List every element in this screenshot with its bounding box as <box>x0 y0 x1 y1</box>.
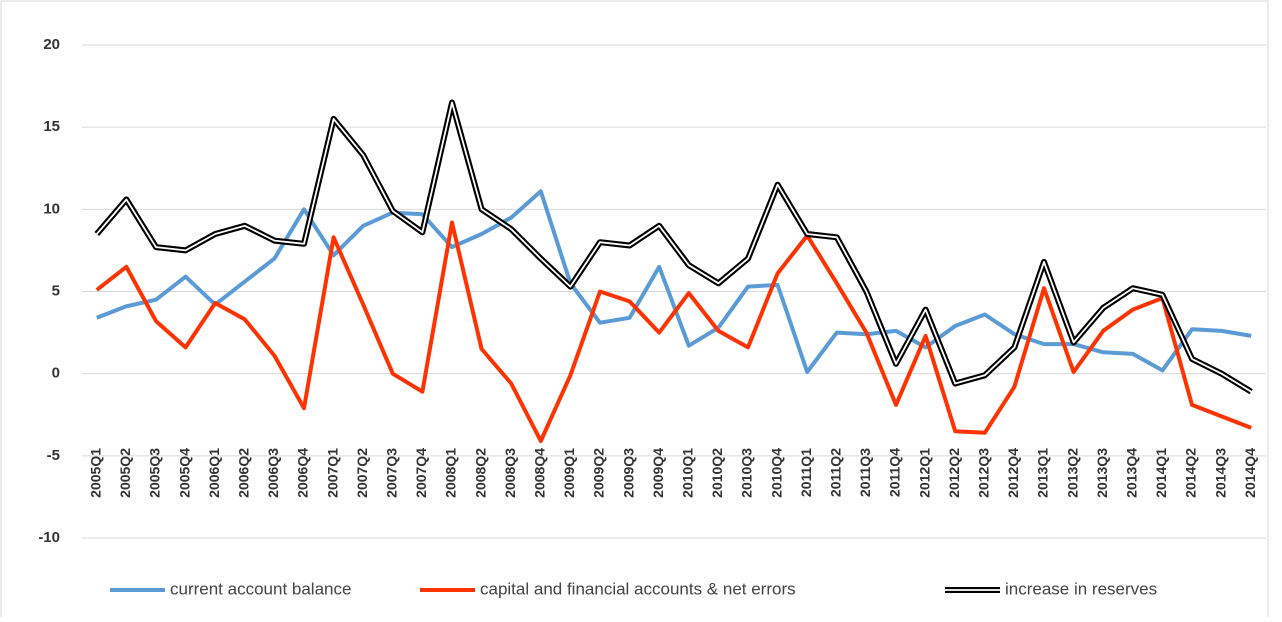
x-tick-label: 2008Q2 <box>472 448 488 498</box>
series-line <box>96 189 1252 374</box>
x-tick-label: 2009Q1 <box>561 448 577 498</box>
y-tick-label: 20 <box>43 36 60 53</box>
x-tick-label: 2013Q2 <box>1064 448 1080 498</box>
x-tick-label: 2013Q4 <box>1124 448 1140 498</box>
x-tick-label: 2005Q4 <box>176 448 192 498</box>
x-tick-label: 2011Q4 <box>887 448 903 497</box>
x-tick-label: 2009Q2 <box>591 448 607 498</box>
y-tick-label: 5 <box>52 282 60 299</box>
legend-label: capital and financial accounts & net err… <box>480 579 796 598</box>
x-tick-label: 2013Q1 <box>1035 448 1051 498</box>
x-tick-label: 2010Q3 <box>739 448 755 498</box>
x-tick-label: 2008Q4 <box>532 448 548 498</box>
x-tick-label: 2011Q3 <box>857 448 873 497</box>
x-tick-label: 2007Q3 <box>384 448 400 498</box>
x-tick-label: 2006Q1 <box>206 448 222 498</box>
x-tick-label: 2010Q2 <box>709 448 725 498</box>
x-tick-label: 2006Q4 <box>295 448 311 498</box>
y-tick-label: -10 <box>38 529 60 546</box>
x-tick-label: 2013Q3 <box>1094 448 1110 498</box>
x-tick-label: 2011Q1 <box>798 448 814 497</box>
x-tick-label: 2012Q4 <box>1005 448 1021 498</box>
x-tick-label: 2011Q2 <box>828 448 844 497</box>
y-tick-label: 0 <box>52 365 60 382</box>
x-tick-label: 2014Q1 <box>1153 448 1169 498</box>
x-tick-label: 2012Q3 <box>976 448 992 498</box>
x-tick-label: 2008Q1 <box>443 448 459 498</box>
x-tick-label: 2005Q2 <box>117 448 133 498</box>
x-tick-label: 2007Q1 <box>324 448 340 498</box>
x-tick-label: 2008Q3 <box>502 448 518 498</box>
series-line <box>95 220 1252 443</box>
legend-label: current account balance <box>170 579 351 598</box>
x-tick-label: 2012Q2 <box>946 448 962 498</box>
x-tick-label: 2006Q3 <box>265 448 281 498</box>
x-tick-label: 2007Q4 <box>413 448 429 498</box>
legend-label: increase in reserves <box>1005 579 1157 598</box>
x-tick-label: 2005Q3 <box>147 448 163 498</box>
x-tick-label: 2009Q3 <box>620 448 636 498</box>
x-tick-label: 2014Q4 <box>1242 448 1258 498</box>
x-tick-label: 2012Q1 <box>916 448 932 498</box>
y-tick-label: -5 <box>47 447 60 464</box>
x-tick-label: 2014Q2 <box>1183 448 1199 498</box>
x-tick-label: 2010Q1 <box>680 448 696 498</box>
x-tick-label: 2006Q2 <box>236 448 252 498</box>
x-tick-label: 2009Q4 <box>650 448 666 498</box>
x-tick-label: 2005Q1 <box>88 448 104 498</box>
x-tick-label: 2014Q3 <box>1212 448 1228 498</box>
x-tick-label: 2010Q4 <box>768 448 784 498</box>
x-tick-label: 2007Q2 <box>354 448 370 498</box>
series-line-inner <box>96 101 1252 393</box>
y-tick-label: 10 <box>43 200 60 217</box>
y-tick-label: 15 <box>43 118 60 135</box>
